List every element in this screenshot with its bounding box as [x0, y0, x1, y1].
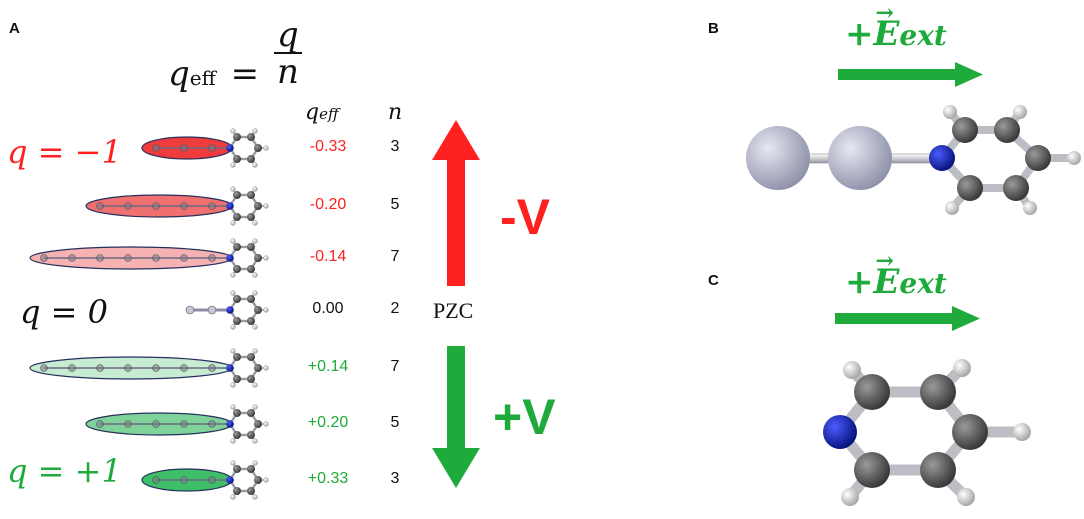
pyridine-icon	[226, 238, 269, 278]
panel-label-a: A	[9, 20, 20, 37]
charge-label-zero: q = 0	[20, 293, 108, 331]
atom-chain	[29, 246, 233, 270]
charge-label-negative: q = −1	[7, 133, 122, 171]
negative-voltage-label: -V	[500, 189, 550, 245]
qeff-value: +0.20	[307, 414, 349, 431]
panel-label-b: B	[708, 20, 719, 37]
molecule-b	[746, 105, 1081, 215]
field-arrow-c	[835, 306, 980, 331]
field-arrow-b	[838, 62, 983, 87]
negative-voltage-arrow	[432, 120, 480, 286]
qeff-value: +0.14	[307, 358, 349, 375]
n-value: 2	[390, 300, 400, 317]
atom-chain	[85, 412, 233, 436]
pyridine-icon	[226, 290, 269, 330]
molecule-c	[823, 359, 1031, 506]
qeff-column-header: qeff	[305, 100, 339, 125]
qeff-value: 0.00	[312, 300, 344, 317]
pyridine-icon	[226, 186, 269, 226]
atom-chain	[185, 305, 228, 315]
pyridine-icon	[226, 460, 269, 500]
positive-voltage-label: +V	[493, 389, 556, 445]
n-value: 7	[390, 248, 400, 265]
qeff-value: -0.20	[309, 196, 347, 213]
small-pyridine-molecules	[226, 128, 269, 500]
atom-chain	[141, 468, 233, 492]
n-value: 3	[390, 470, 400, 487]
field-label-b: +E → ext	[845, 0, 947, 54]
panel-label-c: C	[708, 272, 719, 289]
pyridine-icon	[226, 348, 269, 388]
pyridine-icon	[226, 128, 269, 168]
charge-label-positive: q = +1	[7, 452, 122, 490]
n-value: 7	[390, 358, 400, 375]
n-column-header: n	[388, 100, 403, 125]
atom-chain	[29, 356, 233, 380]
atom-chain	[85, 194, 233, 218]
field-label-c: +E → ext	[845, 248, 947, 302]
qeff-value: +0.33	[307, 470, 349, 487]
n-value: 5	[390, 414, 400, 431]
n-value: 5	[390, 196, 400, 213]
n-value: 3	[390, 138, 400, 155]
positive-voltage-arrow	[432, 346, 480, 488]
qeff-value: -0.33	[309, 138, 347, 155]
pzc-label: PZC	[433, 298, 474, 323]
qeff-value: -0.14	[309, 248, 347, 265]
electrode-chains	[29, 136, 233, 492]
atom-chain	[141, 136, 233, 160]
effective-charge-formula: qeff = q n	[168, 18, 302, 112]
pyridine-icon	[226, 404, 269, 444]
